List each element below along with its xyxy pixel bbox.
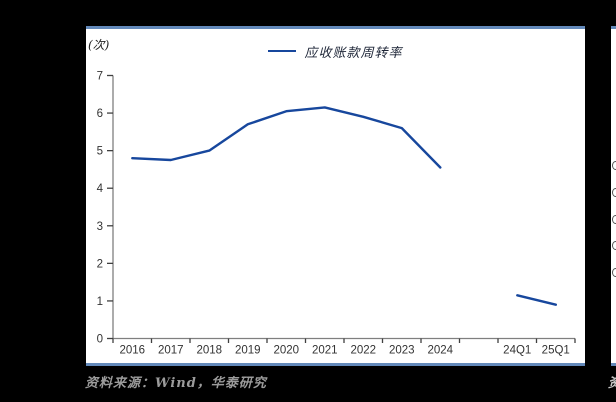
x-tick-label: 25Q1 bbox=[542, 345, 570, 357]
y-axis-unit-label: (次) bbox=[88, 38, 110, 52]
adjacent-footer-partial-text: 资 bbox=[608, 372, 616, 396]
x-tick-label: 2017 bbox=[158, 345, 184, 357]
y-tick-label: 3 bbox=[97, 221, 103, 233]
series-line bbox=[131, 106, 442, 169]
adjacent-axis-label-fragment bbox=[612, 161, 616, 170]
y-tick-label: 2 bbox=[97, 258, 103, 270]
y-tick-label: 6 bbox=[97, 108, 103, 120]
x-tick-label: 2018 bbox=[196, 345, 222, 357]
y-tick-label: 1 bbox=[97, 296, 103, 308]
y-tick-label: 7 bbox=[97, 71, 103, 83]
adjacent-axis-label-fragment bbox=[612, 241, 616, 250]
series-line bbox=[516, 294, 557, 306]
legend-line-icon bbox=[268, 49, 297, 53]
x-tick-label: 2023 bbox=[389, 345, 415, 357]
adjacent-axis-label-fragment bbox=[612, 268, 616, 277]
x-tick-label: 2020 bbox=[273, 345, 299, 357]
x-tick-label: 2022 bbox=[350, 345, 376, 357]
footer-source-text: 资料来源：Wind，华泰研究 bbox=[85, 376, 267, 391]
adjacent-axis-label-fragment bbox=[612, 215, 616, 224]
y-tick-label: 5 bbox=[97, 146, 103, 158]
chart-panel: (次) 应收账款周转率 0 1 2 3 4 5 6 7 2016 2017 2018 2019 2020… bbox=[86, 26, 585, 366]
x-tick-label: 2016 bbox=[119, 345, 145, 357]
adjacent-chart-sliver bbox=[611, 26, 616, 366]
y-tick-label: 0 bbox=[97, 334, 103, 346]
adjacent-axis-label-fragment bbox=[612, 188, 616, 197]
y-tick-label: 4 bbox=[97, 183, 104, 195]
x-tick-label: 2021 bbox=[312, 345, 338, 357]
x-tick-label: 2024 bbox=[427, 345, 453, 357]
line-chart: 0 1 2 3 4 5 6 7 2016 2017 2018 2019 2020 2021 2022 2023… bbox=[97, 71, 576, 357]
chart-legend: 应收账款周转率 bbox=[86, 42, 585, 61]
legend-series-label: 应收账款周转率 bbox=[304, 45, 403, 61]
x-tick-label: 2019 bbox=[235, 345, 261, 357]
x-tick-label: 24Q1 bbox=[503, 345, 531, 357]
